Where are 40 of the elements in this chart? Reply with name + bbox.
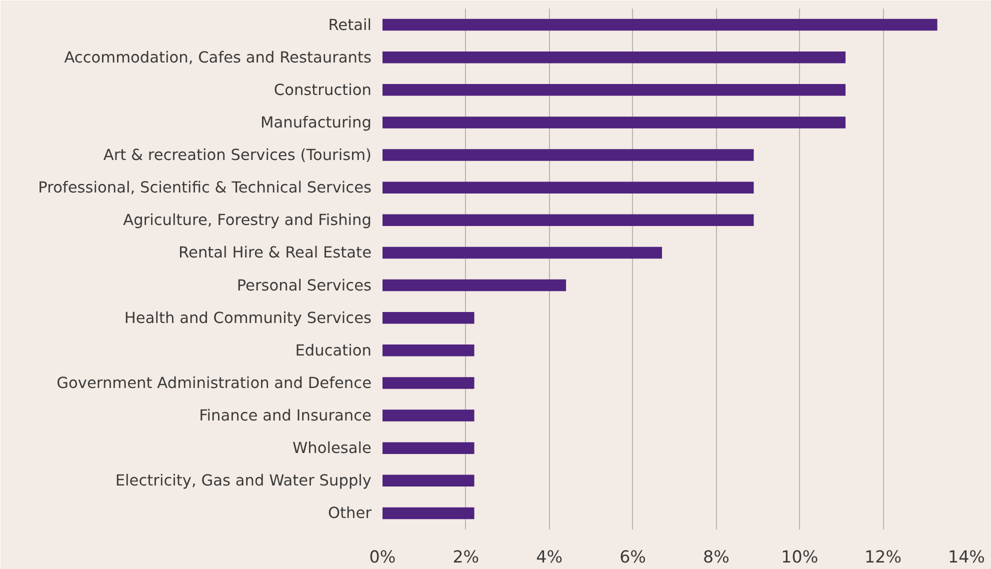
x-tick-label: 12%	[864, 548, 902, 566]
y-tick-label: Wholesale	[292, 439, 372, 458]
y-tick-label: Government Administration and Defence	[56, 374, 372, 392]
y-tick-label: Health and Community Services	[124, 308, 372, 327]
x-tick-label: 10%	[781, 548, 818, 566]
bar	[382, 214, 754, 226]
x-tick-label: 4%	[536, 548, 563, 566]
y-tick-label: Finance and Insurance	[199, 406, 372, 425]
bar	[382, 344, 474, 356]
y-tick-label: Art & recreation Services (Tourism)	[103, 146, 372, 164]
bar	[382, 279, 566, 292]
bar	[382, 377, 474, 389]
bar	[382, 116, 846, 128]
bar	[382, 410, 474, 422]
bar	[382, 312, 474, 324]
y-tick-label: Accommodation, Cafes and Restaurants	[64, 48, 372, 66]
y-tick-label: Agriculture, Forestry and Fishing	[123, 211, 372, 230]
x-tick-label: 0%	[369, 548, 396, 566]
bar	[382, 507, 474, 520]
y-tick-label: Retail	[328, 16, 372, 34]
bar	[382, 182, 754, 194]
bar	[382, 51, 846, 64]
y-tick-label: Construction	[274, 80, 372, 99]
y-tick-label: Electricity, Gas and Water Supply	[115, 472, 372, 490]
y-tick-label: Personal Services	[236, 276, 372, 294]
x-tick-label: 14%	[948, 548, 986, 566]
bar	[382, 474, 474, 487]
x-tick-label: 2%	[452, 548, 480, 566]
bar	[382, 246, 662, 259]
y-tick-label: Professional, Scientific & Technical Services	[38, 178, 372, 197]
x-tick-label: 6%	[620, 548, 646, 566]
bar	[382, 442, 474, 454]
x-tick-label: 8%	[703, 548, 730, 566]
y-tick-label: Rental Hire & Real Estate	[178, 244, 372, 262]
bar	[382, 84, 846, 96]
bar	[382, 149, 754, 161]
y-tick-label: Other	[328, 504, 372, 522]
y-tick-label: Manufacturing	[260, 113, 372, 132]
bar	[382, 18, 938, 31]
y-tick-label: Education	[295, 341, 372, 360]
